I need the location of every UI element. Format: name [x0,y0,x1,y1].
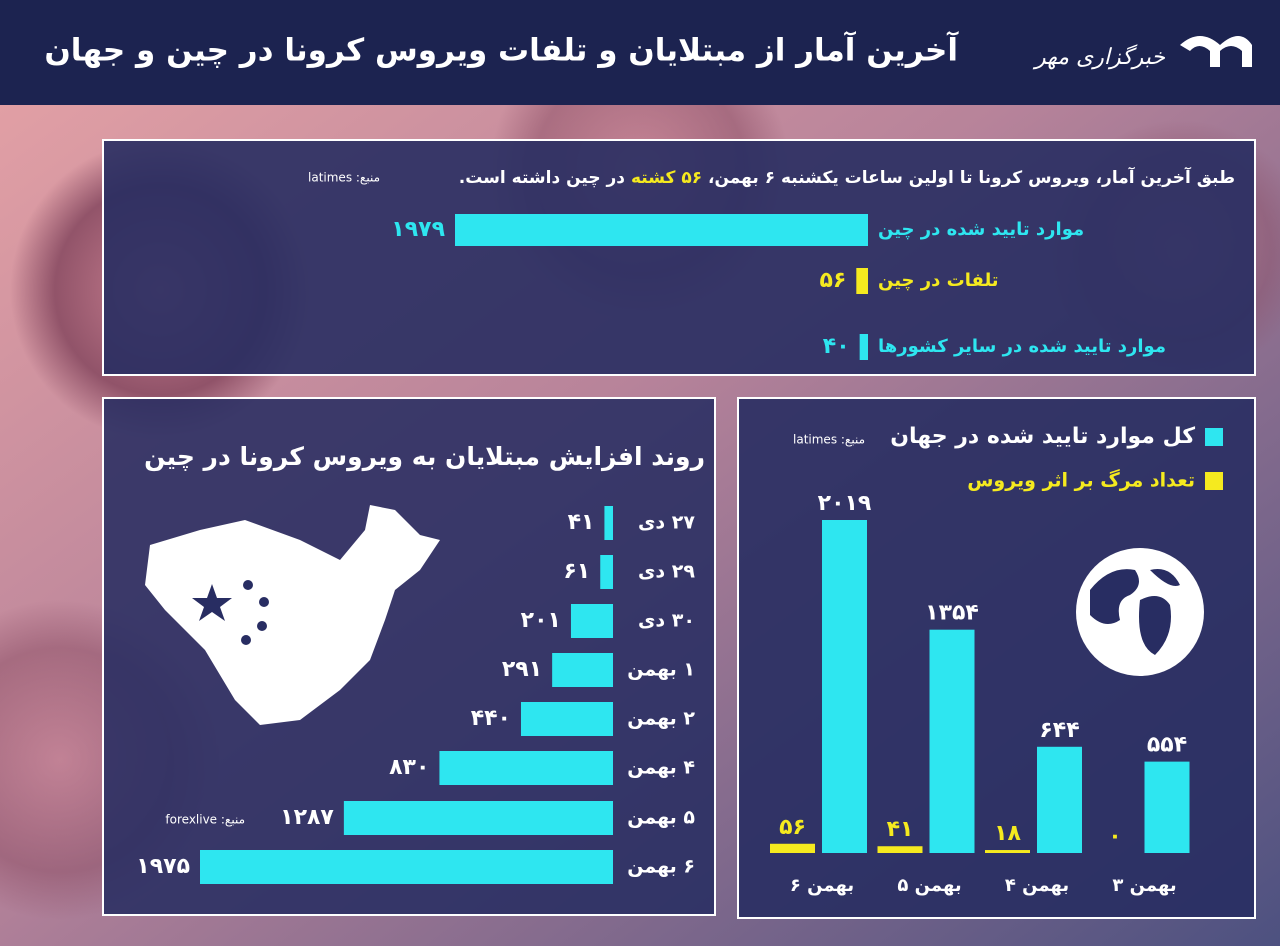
logo-mark [1180,36,1252,67]
source: منبع: latimes [308,171,380,185]
bar [770,843,815,853]
bar [877,846,923,853]
intro-text: طبق آخرین آمار، ویروس کرونا تا اولین ساع… [459,166,1235,188]
legend-swatch [1205,428,1223,446]
x-tick-label: ۶ بهمن [790,875,854,896]
flag-star [241,635,251,645]
category-label: ۴ بهمن [627,757,695,779]
value-label: ۵۶ [779,815,806,840]
logo-text: خبرگزاری مهر [1032,44,1165,70]
value-label: ۴۱ [568,510,595,535]
value-label: ۲۹۱ [502,657,542,682]
intro-part: در چین داشته است. [459,168,626,188]
bar [604,506,613,540]
legend-swatch [1205,472,1223,490]
bar [343,801,613,835]
bar [439,751,613,785]
bar [822,520,867,853]
x-tick-label: ۴ بهمن [1005,875,1069,896]
category-label: ۲ بهمن [627,708,695,730]
x-tick-label: ۳ بهمن [1112,875,1176,896]
legend-label: تعداد مرگ بر اثر ویروس [967,469,1195,492]
source: منبع: latimes [793,433,865,447]
value-label: ۲۰۱۹ [818,491,872,516]
value-label: ۴۴۰ [471,706,511,731]
value-label: ۱۲۸۷ [280,805,334,830]
intro-highlight: ۵۶ کشته [631,168,702,188]
value-label: ۱۳۵۴ [925,601,979,626]
bar [1144,761,1190,853]
bar [1037,746,1082,853]
value-label: ۶۱ [563,559,590,584]
value-label: ۴۱ [887,817,914,842]
flag-star [259,597,269,607]
bar [600,555,613,589]
bar [859,334,868,360]
panel [102,139,1256,376]
value-label: ۱۸ [994,821,1021,846]
value-label: ۸۳۰ [389,755,429,780]
bar [856,268,868,294]
value-label: ۴۰ [823,334,850,359]
bar [200,850,613,884]
value-label: ۲۰۱ [521,608,561,633]
category-label: ۱ بهمن [627,659,695,681]
legend-label: کل موارد تایید شده در جهان [890,424,1195,449]
category-label: موارد تایید شده در سایر کشورها [878,336,1166,357]
intro-part: طبق آخرین آمار، ویروس کرونا تا اولین ساع… [708,166,1235,188]
category-label: تلفات در چین [878,270,999,291]
value-label: ۱۹۷۹ [391,217,445,242]
bar [929,629,975,853]
globe-land [1090,569,1180,655]
header-title: آخرین آمار از مبتلایان و تلفات ویروس کرو… [44,31,959,69]
china-map [145,505,440,725]
category-label: ۶ بهمن [627,856,695,878]
flag-star [243,580,253,590]
category-label: ۲۹ دی [638,561,695,583]
value-label: ۵۵۴ [1147,733,1187,758]
x-tick-label: ۵ بهمن [897,875,961,896]
bar [520,702,613,736]
header-bar [0,0,1280,105]
bar [570,604,613,638]
bar [455,214,868,246]
value-label: ۰ [1108,824,1121,849]
category-label: موارد تایید شده در چین [878,219,1084,240]
bar [552,653,613,687]
source: منبع: forexlive [165,813,245,827]
flag-star [192,584,232,621]
flag-star [257,621,267,631]
panel [102,397,716,916]
chart-title: روند افزایش مبتلایان به ویروس کرونا در چ… [144,442,705,472]
category-label: ۲۷ دی [638,512,695,534]
category-label: ۳۰ دی [638,610,695,632]
value-label: ۱۹۷۵ [136,854,190,879]
value-label: ۶۴۴ [1039,718,1079,743]
category-label: ۵ بهمن [627,807,695,829]
bar [985,850,1030,853]
value-label: ۵۶ [819,268,846,293]
